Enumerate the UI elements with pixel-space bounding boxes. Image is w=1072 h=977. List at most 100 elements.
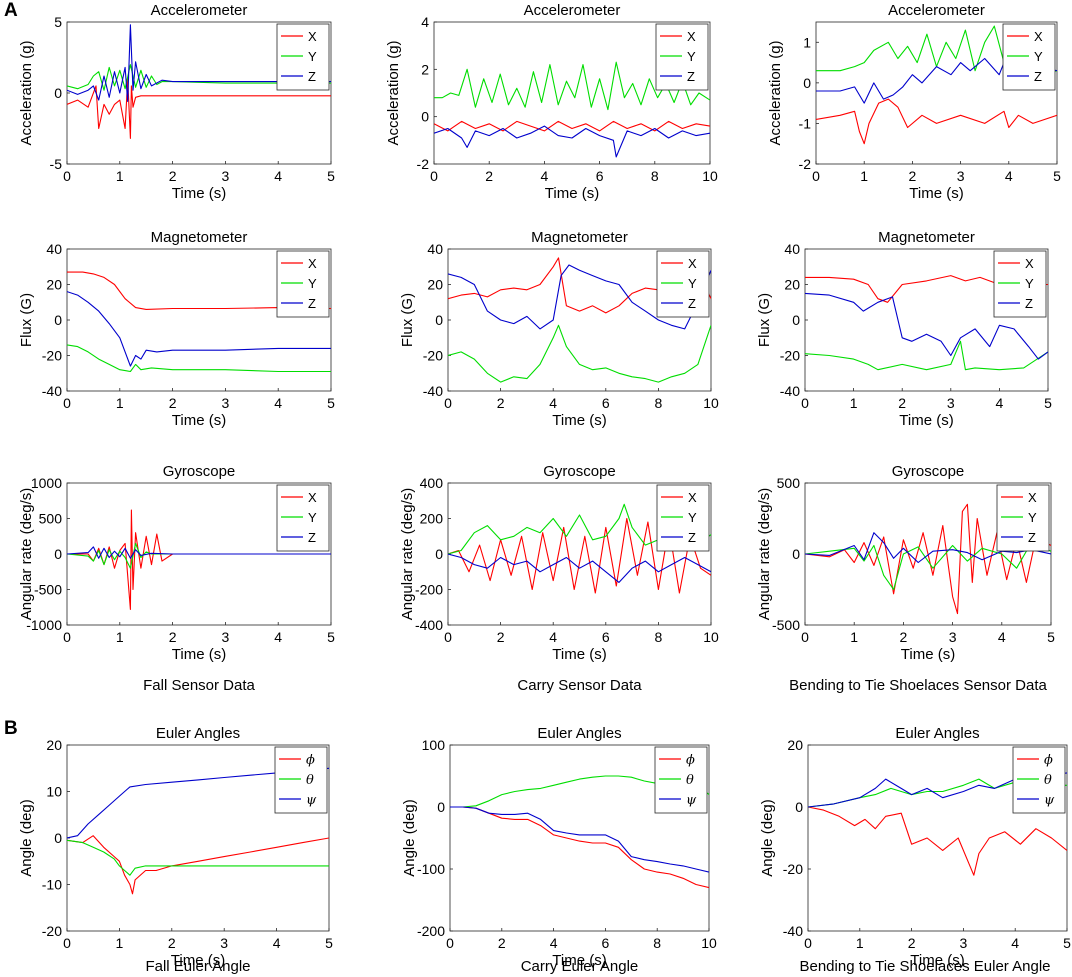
chart-title: Accelerometer bbox=[151, 2, 248, 19]
y-tick-label: -500 bbox=[772, 617, 800, 633]
x-tick-label: 2 bbox=[908, 935, 916, 951]
legend-label: Y bbox=[308, 276, 317, 291]
x-tick-label: 2 bbox=[909, 168, 917, 184]
y-tick-label: -40 bbox=[783, 923, 803, 939]
x-tick-label: 0 bbox=[801, 629, 809, 645]
x-tick-label: 3 bbox=[220, 935, 228, 951]
legend-label: ψ bbox=[306, 793, 317, 808]
chart-title: Accelerometer bbox=[524, 2, 621, 19]
legend: ϕθψ bbox=[274, 746, 328, 814]
y-tick-label: 0 bbox=[792, 546, 800, 562]
x-tick-label: 4 bbox=[996, 395, 1004, 411]
y-tick-label: -20 bbox=[780, 348, 800, 364]
y-axis-label: Flux (G) bbox=[756, 293, 773, 347]
chart-title: Gyroscope bbox=[543, 463, 616, 480]
x-tick-label: 1 bbox=[860, 168, 868, 184]
series-line-phi bbox=[808, 806, 1067, 876]
x-tick-label: 4 bbox=[550, 935, 558, 951]
legend-box bbox=[655, 23, 709, 91]
legend-label: θ bbox=[1044, 773, 1052, 788]
y-axis-label: Angular rate (deg/s) bbox=[18, 488, 35, 621]
chart-title: Magnetometer bbox=[878, 229, 975, 246]
x-axis-label: Time (s) bbox=[172, 185, 226, 202]
legend: ϕθψ bbox=[1012, 746, 1066, 814]
series-line-z bbox=[67, 24, 331, 103]
y-tick-label: 500 bbox=[39, 511, 63, 527]
x-axis-label: Time (s) bbox=[552, 412, 606, 429]
series-line-z bbox=[805, 532, 1051, 564]
y-tick-label: 40 bbox=[427, 241, 443, 257]
legend-box bbox=[656, 484, 710, 552]
y-tick-label: 0 bbox=[435, 312, 443, 328]
x-axis-label: Time (s) bbox=[172, 412, 226, 429]
x-tick-label: 0 bbox=[63, 935, 71, 951]
series-line-x bbox=[816, 98, 1057, 145]
x-axis-label: Time (s) bbox=[171, 952, 225, 969]
y-tick-label: 5 bbox=[54, 14, 62, 30]
chart-bend-magnetometer: 0 1 2 3 4 5 -40 -20 0 20 40 Magnetometer Time (s) Flu… bbox=[756, 229, 1052, 429]
legend: XYZ bbox=[656, 250, 710, 318]
series-line-z bbox=[448, 264, 711, 330]
legend-label: X bbox=[308, 490, 317, 505]
y-tick-label: 0 bbox=[435, 546, 443, 562]
legend-label: Y bbox=[308, 49, 317, 64]
legend-label: X bbox=[1034, 29, 1043, 44]
x-tick-label: 0 bbox=[446, 935, 454, 951]
y-tick-label: 0 bbox=[795, 799, 803, 815]
x-axis-label: Time (s) bbox=[909, 185, 963, 202]
legend-box bbox=[276, 23, 330, 91]
y-axis-label: Angle (deg) bbox=[18, 799, 35, 877]
chart-bend-accelerometer: 0 1 2 3 4 5 -2 -1 0 1 Accelerometer Time (s) Acceler… bbox=[767, 2, 1061, 202]
x-axis-label: Time (s) bbox=[552, 646, 606, 663]
legend: XYZ bbox=[655, 23, 709, 91]
legend-label: X bbox=[1028, 490, 1037, 505]
x-tick-label: 5 bbox=[1063, 935, 1071, 951]
series-line-z bbox=[448, 553, 711, 583]
chart-title: Accelerometer bbox=[888, 2, 985, 19]
y-tick-label: -20 bbox=[423, 348, 443, 364]
x-axis-label: Time (s) bbox=[899, 412, 953, 429]
chart-title: Euler Angles bbox=[156, 725, 240, 742]
x-tick-label: 4 bbox=[274, 395, 282, 411]
chart-title: Gyroscope bbox=[892, 463, 965, 480]
y-tick-label: 1000 bbox=[31, 475, 62, 491]
chart-title: Euler Angles bbox=[895, 725, 979, 742]
y-tick-label: -20 bbox=[42, 923, 62, 939]
x-tick-label: 1 bbox=[116, 168, 124, 184]
legend-label: ϕ bbox=[686, 753, 695, 768]
x-tick-label: 10 bbox=[703, 395, 719, 411]
y-tick-label: -5 bbox=[50, 156, 63, 172]
y-tick-label: 20 bbox=[784, 277, 800, 293]
legend-label: Y bbox=[308, 510, 317, 525]
x-axis-label: Time (s) bbox=[172, 646, 226, 663]
chart-bend-euler: 0 1 2 3 4 5 -40 -20 0 20 Euler Angles Time (s) Angle… bbox=[759, 725, 1071, 969]
legend-box bbox=[276, 250, 330, 318]
y-tick-label: 0 bbox=[54, 830, 62, 846]
x-axis-label: Time (s) bbox=[910, 952, 964, 969]
x-tick-label: 8 bbox=[653, 935, 661, 951]
x-tick-label: 0 bbox=[63, 168, 71, 184]
x-tick-label: 6 bbox=[602, 935, 610, 951]
caption-carry-euler: Carry Euler Angle bbox=[520, 958, 639, 975]
legend-box bbox=[274, 746, 328, 814]
legend: XYZ bbox=[996, 484, 1050, 552]
legend: XYZ bbox=[656, 484, 710, 552]
y-axis-label: Angular rate (deg/s) bbox=[756, 488, 773, 621]
legend-label: Z bbox=[1028, 530, 1036, 545]
series-line-theta bbox=[808, 778, 1067, 808]
y-tick-label: 0 bbox=[792, 312, 800, 328]
legend-label: Y bbox=[1025, 276, 1034, 291]
x-tick-label: 2 bbox=[169, 395, 177, 411]
legend-label: ϕ bbox=[1044, 753, 1053, 768]
y-tick-label: 1 bbox=[803, 34, 811, 50]
legend-label: Z bbox=[1025, 296, 1033, 311]
y-tick-label: -40 bbox=[780, 383, 800, 399]
x-axis-label: Time (s) bbox=[545, 185, 599, 202]
y-tick-label: 10 bbox=[46, 784, 62, 800]
legend-label: ψ bbox=[1044, 793, 1055, 808]
x-tick-label: 2 bbox=[169, 168, 177, 184]
x-tick-label: 8 bbox=[651, 168, 659, 184]
legend-box bbox=[654, 746, 708, 814]
